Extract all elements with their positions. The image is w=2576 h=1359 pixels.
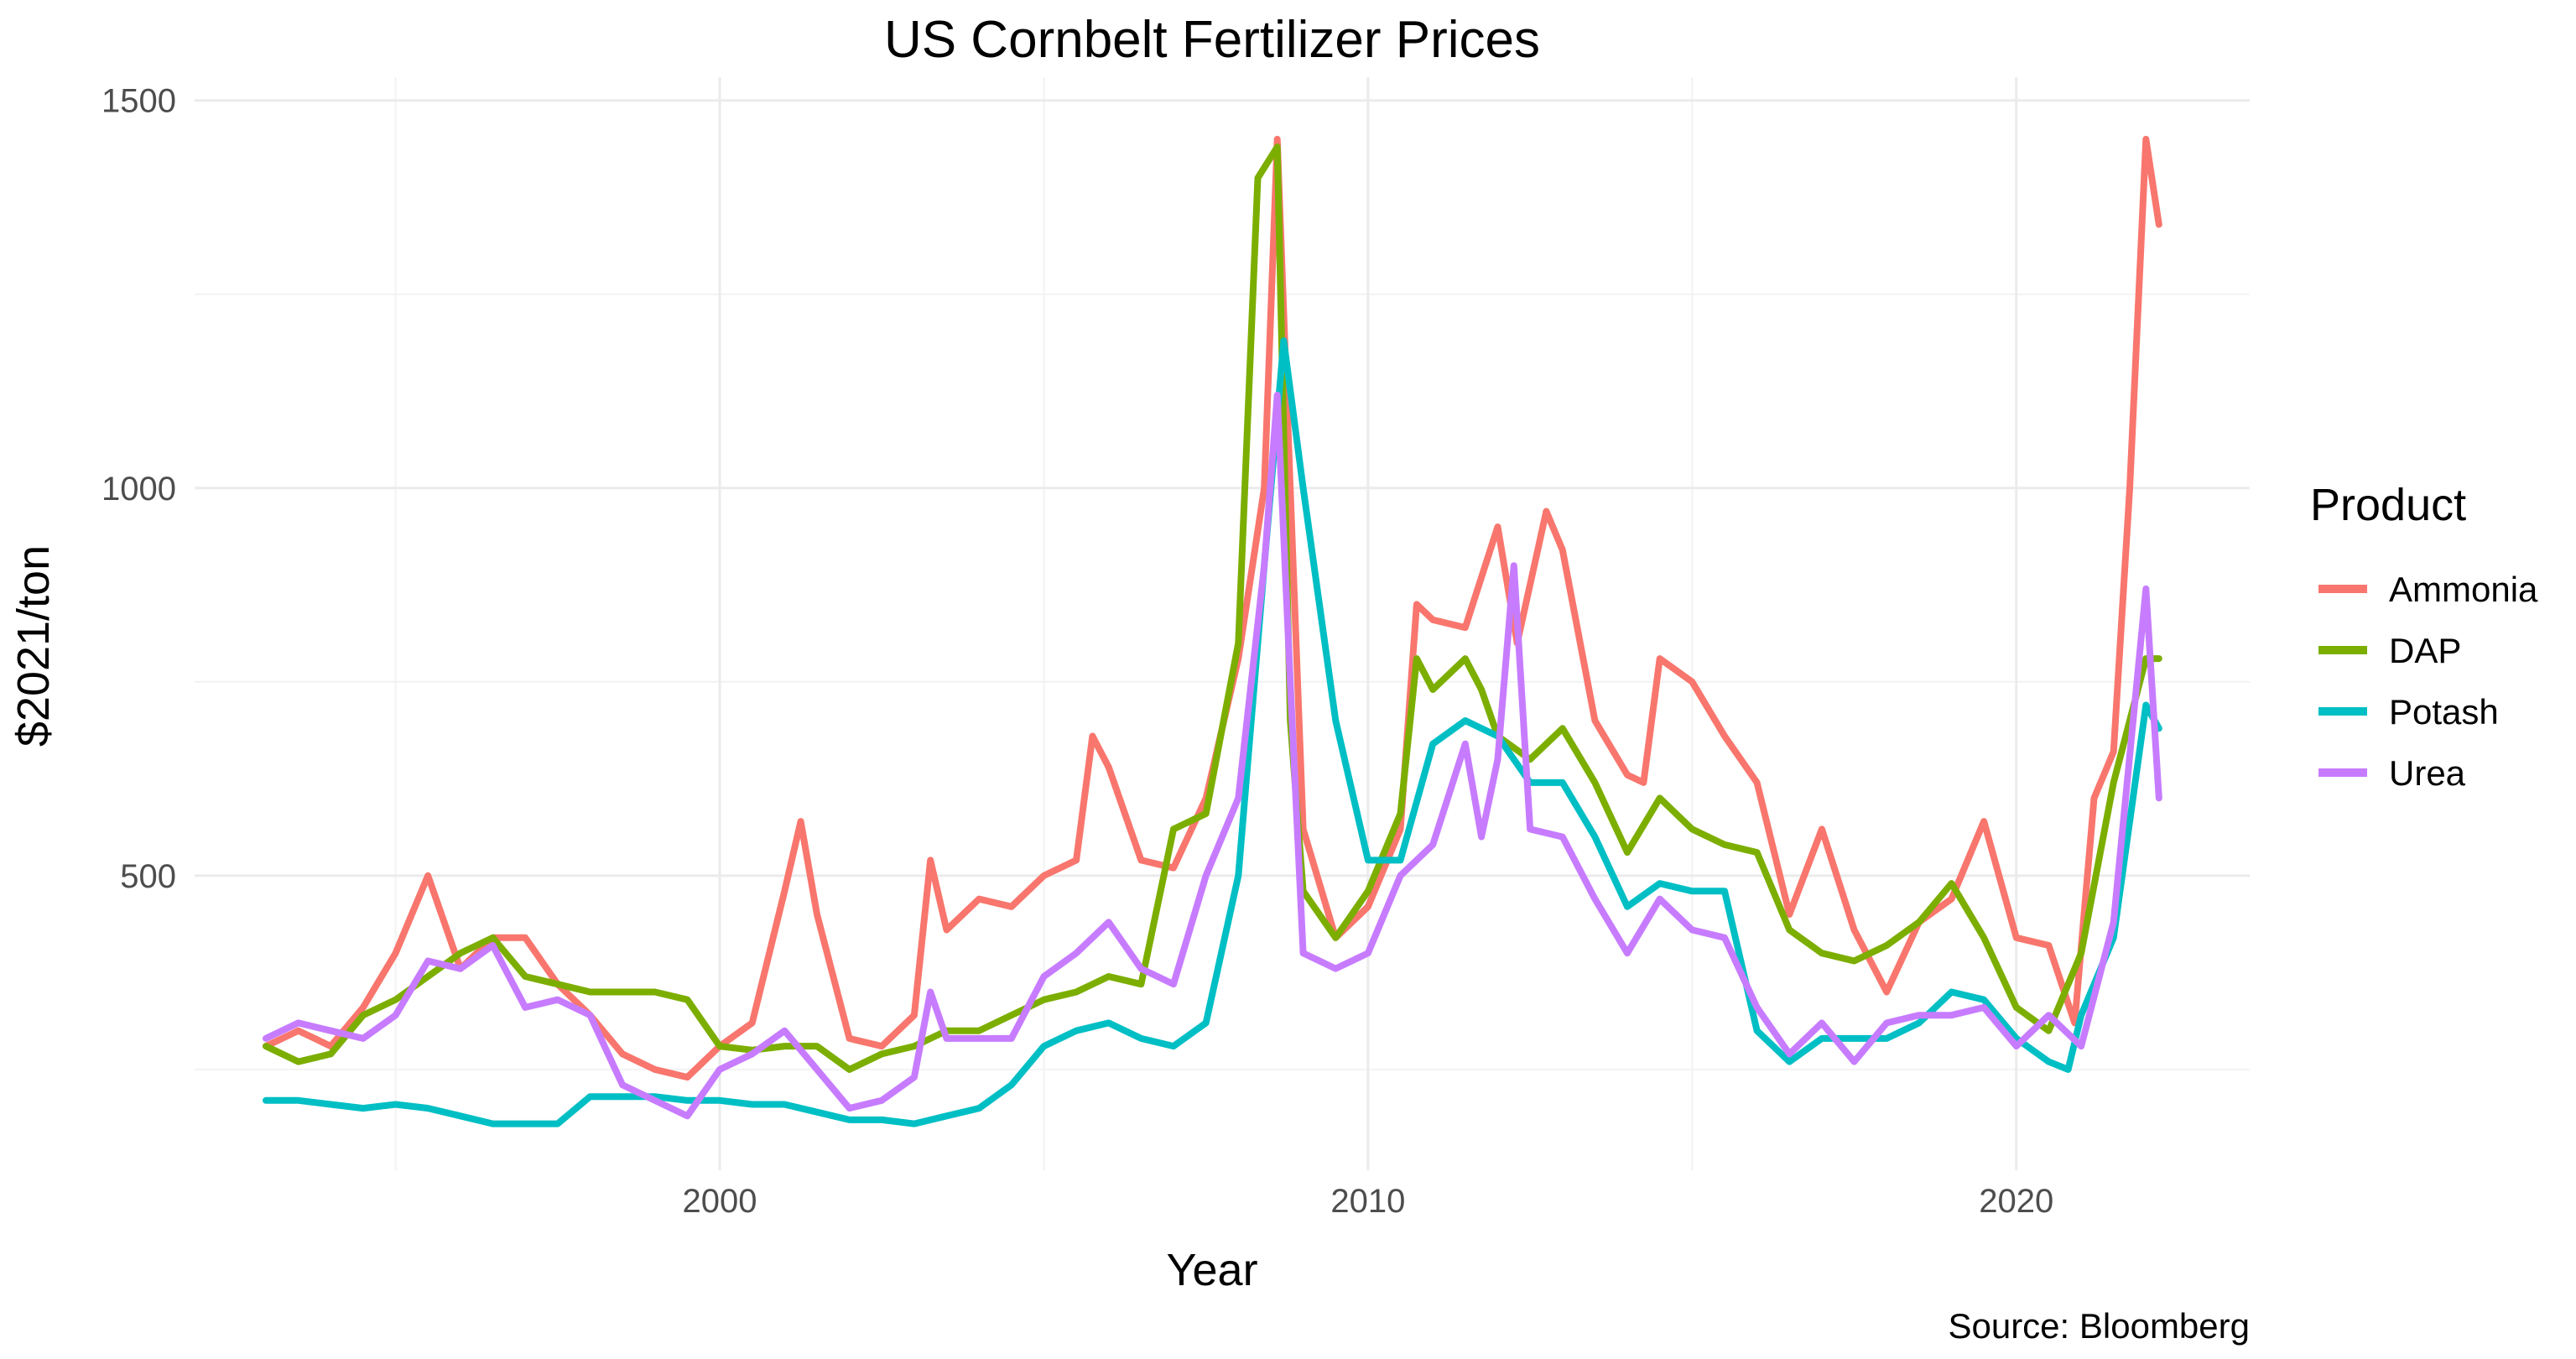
grid-layer xyxy=(195,77,2250,1170)
legend-label-urea: Urea xyxy=(2389,753,2466,793)
y-tick-label: 500 xyxy=(120,858,176,895)
x-tick-label: 2000 xyxy=(683,1183,757,1220)
legend-items: Ammonia DAP Potash Urea xyxy=(2318,570,2538,793)
legend-item-ammonia: Ammonia xyxy=(2318,570,2538,609)
legend-label-ammonia: Ammonia xyxy=(2389,570,2538,609)
legend-item-urea: Urea xyxy=(2318,753,2466,793)
x-tick-label: 2020 xyxy=(1979,1183,2053,1220)
legend-title: Product xyxy=(2310,480,2466,530)
legend-label-dap: DAP xyxy=(2389,631,2461,670)
x-axis-title: Year xyxy=(1166,1245,1257,1295)
x-tick-label: 2010 xyxy=(1330,1183,1405,1220)
legend-item-potash: Potash xyxy=(2318,692,2499,732)
y-tick-label: 1000 xyxy=(101,471,176,508)
series-line-potash xyxy=(263,337,2162,1127)
series-layer xyxy=(263,135,2162,1127)
axis-layer: 2000 2010 2020 500 1000 1500 xyxy=(101,83,2053,1220)
caption: Source: Bloomberg xyxy=(1948,1306,2250,1346)
series-line-urea xyxy=(263,391,2162,1120)
chart-title: US Cornbelt Fertilizer Prices xyxy=(884,11,1540,69)
legend: Product Ammonia DAP Potash Urea xyxy=(2310,480,2538,793)
y-tick-label: 1500 xyxy=(101,83,176,120)
y-axis-title: $2021/ton xyxy=(8,545,59,747)
series-line-ammonia xyxy=(263,135,2162,1081)
legend-item-dap: DAP xyxy=(2318,631,2461,670)
legend-label-potash: Potash xyxy=(2389,692,2499,732)
series-line-dap xyxy=(263,143,2162,1073)
